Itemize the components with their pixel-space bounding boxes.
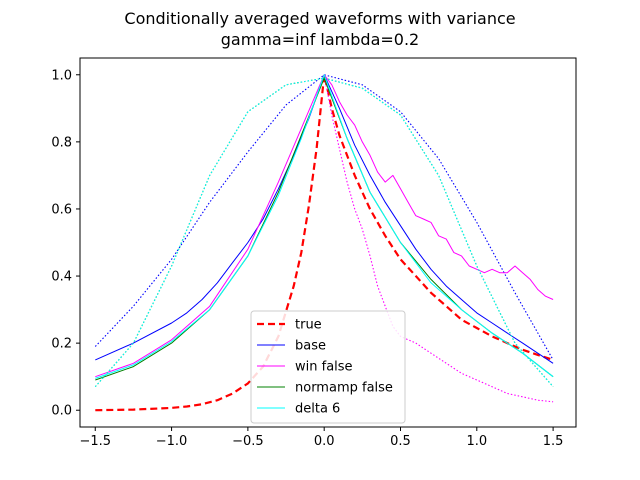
- x-tick-label: −0.5: [232, 434, 264, 449]
- legend: true base win false normamp false delta 6: [250, 310, 406, 424]
- legend-label-base: base: [295, 339, 326, 354]
- y-tick-label: 0.4: [51, 270, 72, 285]
- plot-frame: [79, 57, 577, 428]
- legend-label-normamp-false: normamp false: [295, 381, 393, 396]
- y-tick-label: 0.2: [51, 337, 72, 352]
- series-layer: [94, 73, 554, 412]
- x-tick-label: 1.5: [543, 434, 564, 449]
- legend-label-delta-6: delta 6: [295, 402, 340, 417]
- series-line-base-upper: [94, 74, 554, 361]
- x-tick-label: 1.0: [466, 434, 487, 449]
- y-tick-label: 1.0: [51, 68, 72, 83]
- legend-label-win-false: win false: [295, 360, 353, 375]
- y-tick-label: 0.0: [51, 404, 72, 419]
- chart-subtitle: gamma=inf lambda=0.2: [221, 30, 419, 49]
- y-tick-label: 0.6: [51, 202, 72, 217]
- series-line-true: [95, 73, 554, 412]
- series-line-win-false: [95, 74, 554, 378]
- x-tick-label: 0.0: [314, 434, 335, 449]
- series-line-delta-6-upper: [94, 77, 554, 388]
- y-tick-label: 0.8: [51, 135, 72, 150]
- legend-box: [250, 310, 406, 424]
- x-tick-label: 0.5: [390, 434, 411, 449]
- chart-title: Conditionally averaged waveforms with va…: [124, 9, 515, 28]
- x-tick-label: −1.5: [79, 434, 111, 449]
- axis-ticks: −1.5 −1.0 −0.5 0.0 0.5 1.0 1.5 0.0 0.2 0.4 0.6 0.8 1…: [51, 68, 563, 449]
- x-tick-label: −1.0: [156, 434, 188, 449]
- legend-label-true: true: [295, 318, 322, 333]
- series-line-base: [95, 74, 554, 364]
- series-line-delta-6: [95, 74, 554, 379]
